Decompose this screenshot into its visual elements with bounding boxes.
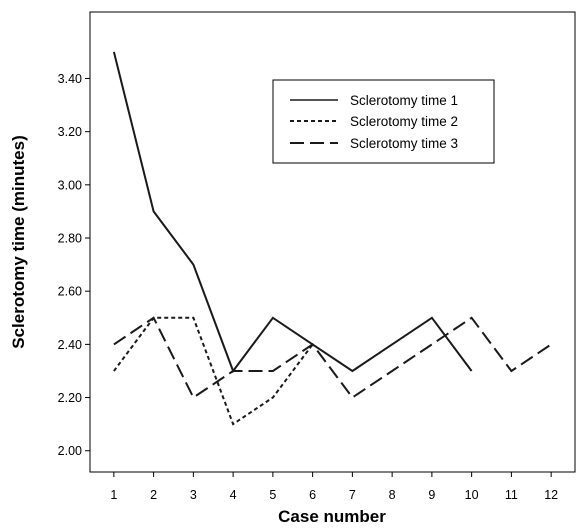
y-tick-label: 2.80: [58, 232, 82, 246]
x-tick-label: 11: [505, 488, 518, 502]
series-line-3: [113, 316, 552, 399]
y-tick-label: 2.60: [58, 285, 82, 299]
x-axis-title: Case number: [278, 507, 386, 526]
x-tick-label: 12: [544, 488, 558, 502]
y-axis-title: Sclerotomy time (minutes): [9, 135, 28, 349]
x-tick-label: 5: [269, 488, 276, 502]
y-tick-label: 2.00: [58, 444, 82, 458]
y-tick-label: 3.20: [58, 125, 82, 139]
y-tick-label: 2.20: [58, 391, 82, 405]
series-line-1: [112, 51, 473, 374]
y-tick-label: 3.40: [58, 72, 82, 86]
x-tick-label: 8: [389, 488, 396, 502]
x-tick-label: 6: [309, 488, 316, 502]
x-tick-label: 7: [349, 488, 356, 502]
x-tick-label: 2: [150, 488, 157, 502]
x-tick-label: 1: [110, 488, 117, 502]
legend-label-series-1: Sclerotomy time 1: [350, 93, 458, 108]
legend-box: [272, 79, 495, 164]
series-line-2: [113, 316, 314, 426]
legend: Sclerotomy time 1 Sclerotomy time 2 Scle…: [272, 79, 495, 164]
legend-label-series-3: Sclerotomy time 3: [350, 136, 458, 151]
y-tick-label: 3.00: [58, 178, 82, 192]
legend-label-series-2: Sclerotomy time 2: [350, 114, 458, 129]
x-tick-label: 4: [230, 488, 237, 502]
x-tick-label: 3: [190, 488, 197, 502]
x-tick-label: 9: [428, 488, 435, 502]
x-axis-ticks: 1 2 3 4 5 6 7 8 9 10 11 12: [110, 472, 558, 502]
plot-frame: [89, 11, 576, 473]
y-tick-label: 2.40: [58, 338, 82, 352]
y-axis-ticks: 2.00 2.20 2.40 2.60 2.80 3.00 3.20 3.40: [58, 72, 90, 458]
x-tick-label: 10: [465, 488, 479, 502]
series-lines: [112, 51, 552, 426]
